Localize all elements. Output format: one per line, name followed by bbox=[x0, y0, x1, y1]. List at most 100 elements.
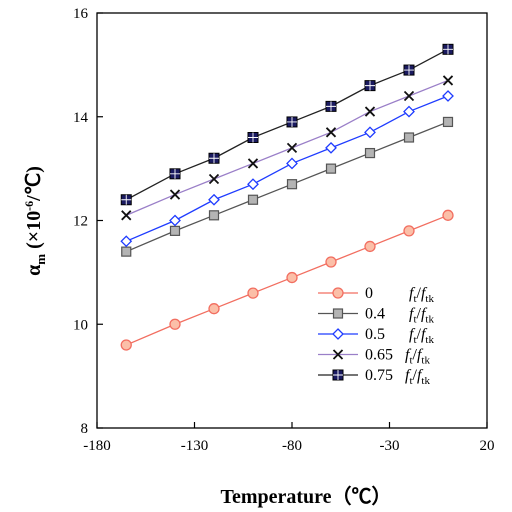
data-point bbox=[169, 318, 181, 330]
x-tick-label: 20 bbox=[480, 438, 495, 454]
legend-ratio-part: tk bbox=[425, 314, 434, 326]
legend-ratio-part: f bbox=[417, 347, 424, 364]
data-point bbox=[208, 193, 220, 206]
data-point-grid bbox=[170, 168, 180, 179]
data-point-grid bbox=[209, 153, 219, 164]
legend-entry: 0.75 ft/ftk bbox=[318, 367, 430, 387]
legend-ratio-part: / bbox=[417, 285, 422, 302]
data-point bbox=[247, 287, 259, 299]
data-point bbox=[442, 209, 454, 221]
x-tick-label: -80 bbox=[282, 438, 302, 454]
data-point-grid bbox=[121, 194, 132, 205]
legend-ratio-part: f bbox=[405, 367, 412, 384]
y-tick-label: 12 bbox=[73, 214, 88, 230]
legend-ratio-part: t bbox=[409, 355, 412, 367]
y-tick-label: 8 bbox=[81, 421, 89, 437]
legend-ratio-part: f bbox=[421, 306, 428, 323]
data-point bbox=[403, 105, 415, 118]
data-point bbox=[286, 271, 298, 284]
legend-entry: 0.4 ft/ftk bbox=[318, 306, 434, 326]
data-point bbox=[364, 126, 376, 139]
data-point-grid bbox=[248, 132, 258, 143]
series-0-75 bbox=[120, 43, 454, 206]
legend-ratio-part: t bbox=[413, 334, 416, 346]
data-point bbox=[442, 116, 454, 128]
legend-ratio-part: f bbox=[417, 367, 424, 384]
data-point bbox=[247, 158, 259, 169]
legend-ratio-part: f bbox=[421, 285, 428, 302]
legend-ratio-part: f bbox=[421, 326, 428, 343]
legend-ratio-part: / bbox=[413, 347, 418, 364]
series-0 bbox=[120, 209, 454, 351]
data-point bbox=[403, 132, 415, 143]
legend-ratio-part: tk bbox=[421, 375, 430, 387]
legend-marker bbox=[332, 349, 344, 360]
y-tick-label: 10 bbox=[73, 317, 88, 333]
legend-label: 0.75 bbox=[365, 367, 393, 384]
series-0-5 bbox=[120, 90, 454, 248]
y-axis-title-unit-exponent: -6 bbox=[22, 201, 36, 211]
data-point bbox=[325, 256, 337, 268]
y-tick-label: 14 bbox=[73, 110, 89, 126]
legend-entry: 0 ft/ftk bbox=[318, 285, 434, 305]
data-point bbox=[208, 173, 220, 185]
legend-ratio: ft/ftk bbox=[405, 367, 430, 387]
data-point bbox=[286, 142, 298, 154]
data-point bbox=[121, 210, 132, 221]
data-point bbox=[364, 240, 376, 253]
data-point-grid bbox=[443, 44, 453, 55]
data-point bbox=[364, 147, 376, 159]
data-point bbox=[442, 90, 454, 102]
legend-ratio-part: / bbox=[417, 306, 422, 323]
legend-ratio-part: tk bbox=[425, 334, 434, 346]
legend-label: 0.65 bbox=[365, 347, 393, 364]
data-point bbox=[120, 339, 132, 351]
legend-entry: 0.5 ft/ftk bbox=[318, 326, 434, 346]
data-point bbox=[247, 178, 259, 191]
x-tick-label: -30 bbox=[380, 438, 400, 454]
data-point bbox=[208, 303, 220, 315]
data-point bbox=[325, 127, 337, 138]
data-point bbox=[120, 235, 133, 248]
data-point bbox=[121, 246, 132, 257]
legend-ratio-part: f bbox=[409, 306, 416, 323]
series-0-65 bbox=[121, 75, 454, 221]
legend-label: 0.5 bbox=[365, 326, 385, 343]
data-point bbox=[442, 75, 454, 86]
legend-ratio-part: t bbox=[409, 375, 412, 387]
x-axis-title: Temperature（℃） bbox=[220, 485, 391, 508]
legend-ratio: ft/ftk bbox=[409, 326, 434, 346]
series-layer bbox=[120, 43, 454, 351]
data-point bbox=[403, 90, 415, 102]
data-point bbox=[169, 214, 181, 227]
data-point-grid bbox=[404, 65, 414, 76]
legend-ratio: ft/ftk bbox=[409, 306, 434, 326]
legend-ratio-part: tk bbox=[421, 355, 430, 367]
legend-label: 0 bbox=[365, 285, 373, 302]
data-point bbox=[286, 157, 298, 170]
data-point bbox=[325, 141, 337, 154]
data-point bbox=[169, 189, 181, 200]
data-point bbox=[403, 225, 415, 237]
y-axis-title-unit-suffix: /℃) bbox=[23, 166, 45, 202]
y-axis-title-unit-prefix: (×10 bbox=[23, 211, 45, 254]
legend-entry: 0.65 ft/ftk bbox=[318, 347, 430, 367]
data-point bbox=[286, 179, 298, 190]
data-point-grid bbox=[326, 101, 336, 112]
data-point bbox=[325, 163, 337, 174]
legend-ratio-part: t bbox=[413, 314, 416, 326]
y-axis-title-subscript: m bbox=[33, 254, 48, 265]
data-point bbox=[169, 225, 181, 236]
legend-ratio-part: f bbox=[409, 285, 416, 302]
legend-ratio-part: f bbox=[409, 326, 416, 343]
data-point-grid bbox=[365, 80, 375, 91]
legend-ratio-part: / bbox=[413, 367, 418, 384]
y-axis-title-symbol: α bbox=[23, 265, 45, 276]
legend-ratio: ft/ftk bbox=[405, 347, 430, 367]
x-tick-label: -180 bbox=[83, 438, 111, 454]
y-axis-title: αm (×10-6/℃) bbox=[22, 166, 48, 276]
legend-ratio-part: t bbox=[413, 293, 416, 305]
data-point bbox=[247, 194, 259, 205]
